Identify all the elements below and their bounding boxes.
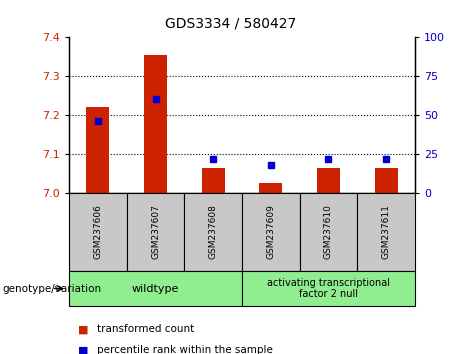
Bar	[184, 193, 242, 271]
Text: GDS3334 / 580427: GDS3334 / 580427	[165, 16, 296, 30]
Bar	[242, 271, 415, 306]
Bar	[259, 183, 282, 193]
Bar	[144, 55, 167, 193]
Text: ■: ■	[78, 346, 89, 354]
Bar	[300, 193, 357, 271]
Bar	[69, 193, 127, 271]
Bar	[69, 271, 242, 306]
Bar	[317, 167, 340, 193]
Text: GSM237606: GSM237606	[94, 204, 102, 259]
Text: GSM237611: GSM237611	[382, 204, 390, 259]
Text: GSM237610: GSM237610	[324, 204, 333, 259]
Bar	[127, 193, 184, 271]
Text: activating transcriptional
factor 2 null: activating transcriptional factor 2 null	[267, 278, 390, 299]
Bar	[242, 193, 300, 271]
Text: transformed count: transformed count	[97, 324, 194, 334]
Bar	[86, 107, 109, 193]
Text: genotype/variation: genotype/variation	[2, 284, 101, 293]
Text: GSM237609: GSM237609	[266, 204, 275, 259]
Text: percentile rank within the sample: percentile rank within the sample	[97, 346, 273, 354]
Text: wildtype: wildtype	[132, 284, 179, 293]
Text: ■: ■	[78, 324, 89, 334]
Bar	[374, 167, 397, 193]
Bar	[357, 193, 415, 271]
Text: GSM237607: GSM237607	[151, 204, 160, 259]
Bar	[201, 167, 225, 193]
Text: GSM237608: GSM237608	[209, 204, 218, 259]
